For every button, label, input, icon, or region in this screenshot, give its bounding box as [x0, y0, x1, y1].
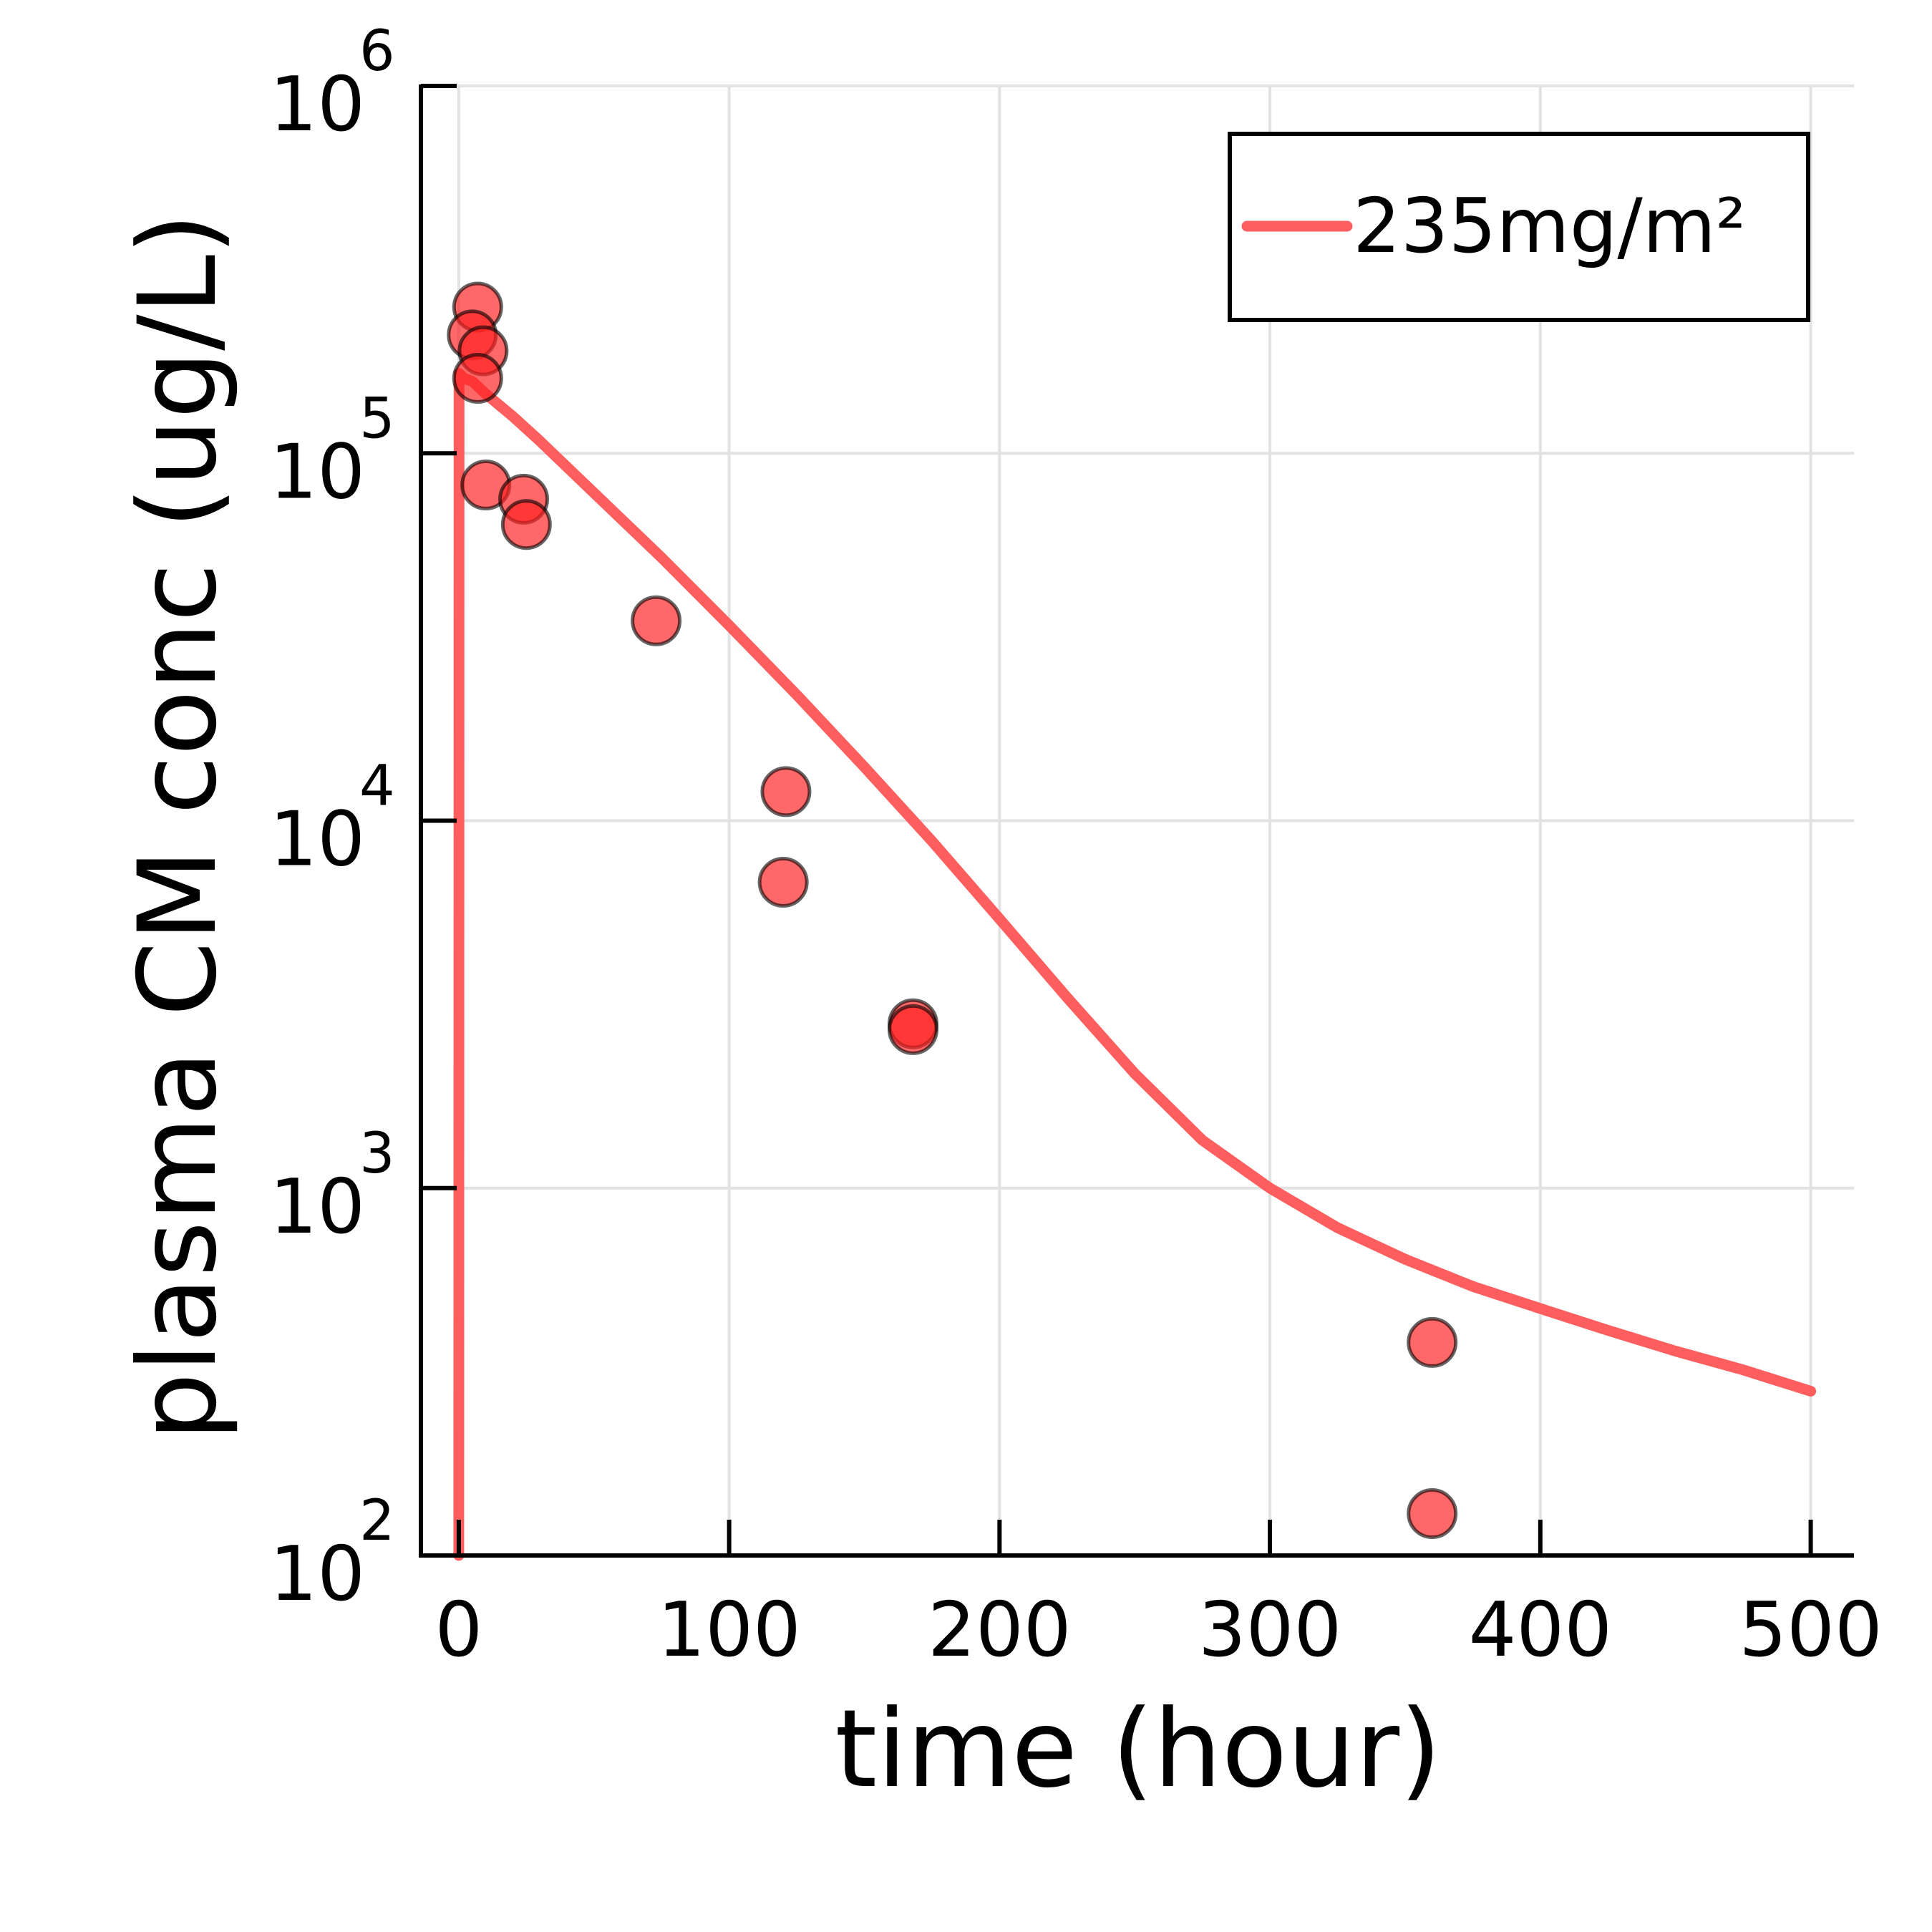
y-tick-label-base: 10	[269, 796, 365, 883]
legend-label: 235mg/m²	[1353, 183, 1746, 270]
x-tick-label: 200	[928, 1586, 1071, 1674]
scatter-point	[631, 595, 682, 646]
y-tick-label-exponent: 6	[359, 19, 395, 84]
scatter-point	[757, 856, 809, 908]
x-tick-label: 100	[657, 1586, 800, 1674]
scatter-point	[500, 499, 552, 550]
series-line	[453, 368, 1817, 1561]
x-axis-title: time (hour)	[835, 1687, 1441, 1812]
y-tick-label-exponent: 5	[359, 387, 395, 451]
y-tick-label-base: 10	[269, 1163, 365, 1251]
y-axis-title: plasma CM conc (ug/L)	[116, 213, 241, 1440]
scatter-point	[1407, 1488, 1458, 1540]
scatter-marker-layer	[447, 281, 1458, 1540]
x-tick-label: 400	[1469, 1586, 1612, 1674]
x-ticks: 0 100 200 300 400 500	[435, 1520, 1883, 1674]
series-line-layer	[453, 368, 1817, 1561]
y-tick-label-base: 10	[269, 428, 365, 515]
scatter-point	[760, 766, 812, 817]
scatter-point	[452, 352, 503, 404]
y-tick-label-exponent: 2	[359, 1489, 395, 1553]
y-tick-label-base: 10	[269, 61, 365, 148]
scatter-point	[1407, 1316, 1458, 1368]
y-tick-label-exponent: 4	[359, 754, 395, 819]
y-tick-label-exponent: 3	[359, 1122, 395, 1186]
x-tick-label: 300	[1198, 1586, 1341, 1674]
y-tick-label-base: 10	[269, 1530, 365, 1618]
x-tick-label: 500	[1739, 1586, 1882, 1674]
scatter-point	[887, 1004, 938, 1055]
legend: 235mg/m²	[1228, 132, 1810, 322]
x-tick-label: 0	[435, 1586, 482, 1674]
legend-box	[1228, 132, 1810, 322]
